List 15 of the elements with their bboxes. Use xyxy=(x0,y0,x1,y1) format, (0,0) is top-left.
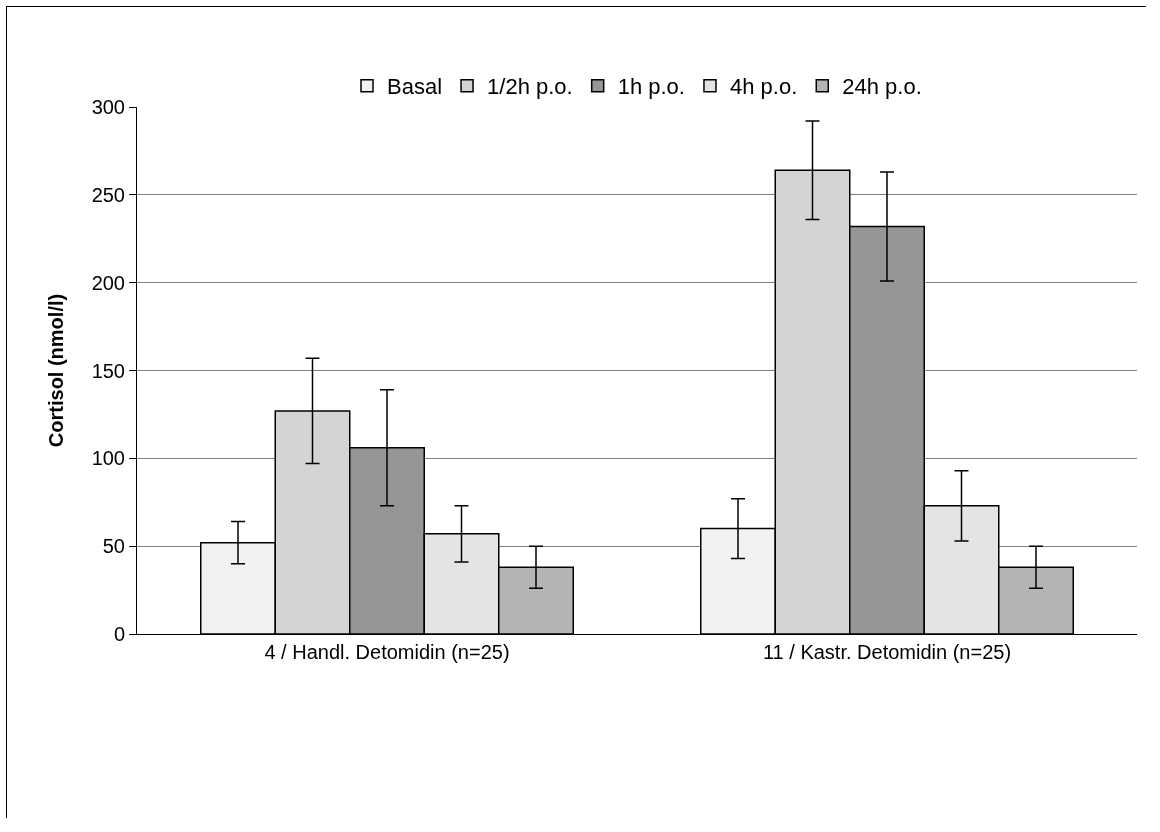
y-tick-label: 300 xyxy=(91,96,125,118)
y-tick-label: 50 xyxy=(102,535,125,558)
legend-label: 1h p.o. xyxy=(617,74,685,100)
legend-label: 1/2h p.o. xyxy=(487,74,573,100)
y-axis-title: Cortisol (nmol/l) xyxy=(45,293,68,448)
y-tick-label: 100 xyxy=(91,447,125,470)
legend-label: 24h p.o. xyxy=(842,74,922,100)
y-tick-label: 150 xyxy=(91,359,125,382)
legend-label: 4h p.o. xyxy=(729,74,798,100)
y-tick-label: 200 xyxy=(91,271,125,294)
x-tick-label: 4 / Handl. Detomidin (n=25) xyxy=(264,641,510,663)
x-tick-label: 11 / Kastr. Detomidin (n=25) xyxy=(762,641,1012,663)
legend-label: Basal xyxy=(387,74,443,100)
y-tick-label: 250 xyxy=(91,183,125,206)
y-tick-label: 0 xyxy=(113,623,125,645)
